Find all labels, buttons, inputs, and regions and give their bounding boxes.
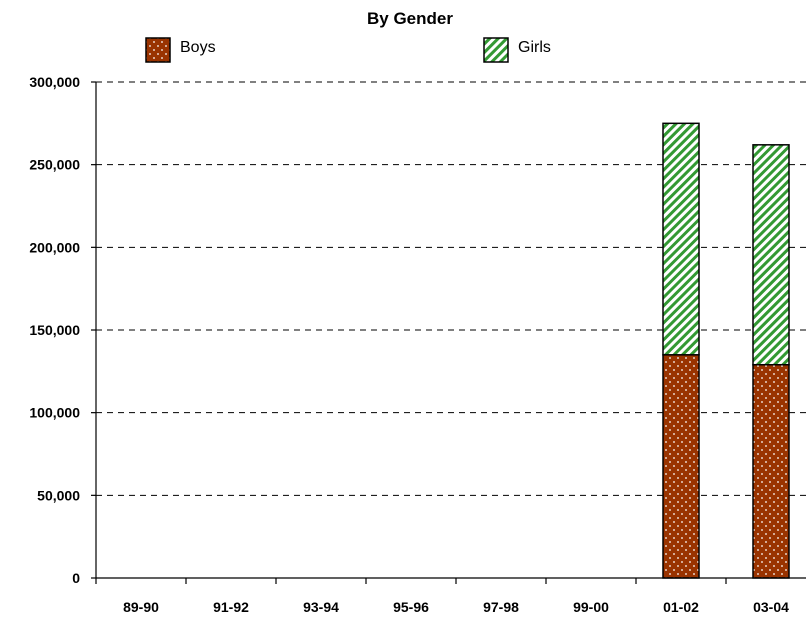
y-tick-label: 100,000 [29,405,80,421]
x-tick-label: 99-00 [573,599,609,615]
x-tick-labels: 89-90 91-92 93-94 95-96 97-98 99-00 01-02 03-04 [123,599,789,615]
y-tick-labels: 0 50,000 100,000 150,000 200,000 250,000 300,0… [29,74,80,586]
legend-label-boys: Boys [180,39,216,56]
x-tick-label: 91-92 [213,599,249,615]
gridlines [96,81,806,496]
x-tick-label: 89-90 [123,599,159,615]
x-tick-label: 01-02 [663,599,699,615]
legend-swatch-boys [145,37,171,63]
legend-swatch-girls [483,37,509,63]
y-tick-label: 0 [72,570,80,586]
bar-boys-01-02 [662,354,700,579]
y-tick-label: 200,000 [29,239,80,255]
bars [662,122,790,579]
y-tick-label: 300,000 [29,74,80,90]
x-tick-label: 93-94 [303,599,339,615]
bar-boys-03-04 [752,363,790,579]
chart-title: By Gender [367,9,453,28]
x-tick-label: 97-98 [483,599,519,615]
legend-label-girls: Girls [518,39,551,56]
x-tick-label: 03-04 [753,599,789,615]
bar-girls-03-04 [752,144,790,366]
y-tick-label: 150,000 [29,322,80,338]
y-tick-label: 50,000 [37,487,80,503]
legend: Boys Girls [145,37,551,63]
x-tick-label: 95-96 [393,599,429,615]
axes [91,81,806,584]
bar-girls-01-02 [662,122,700,356]
y-tick-label: 250,000 [29,157,80,173]
